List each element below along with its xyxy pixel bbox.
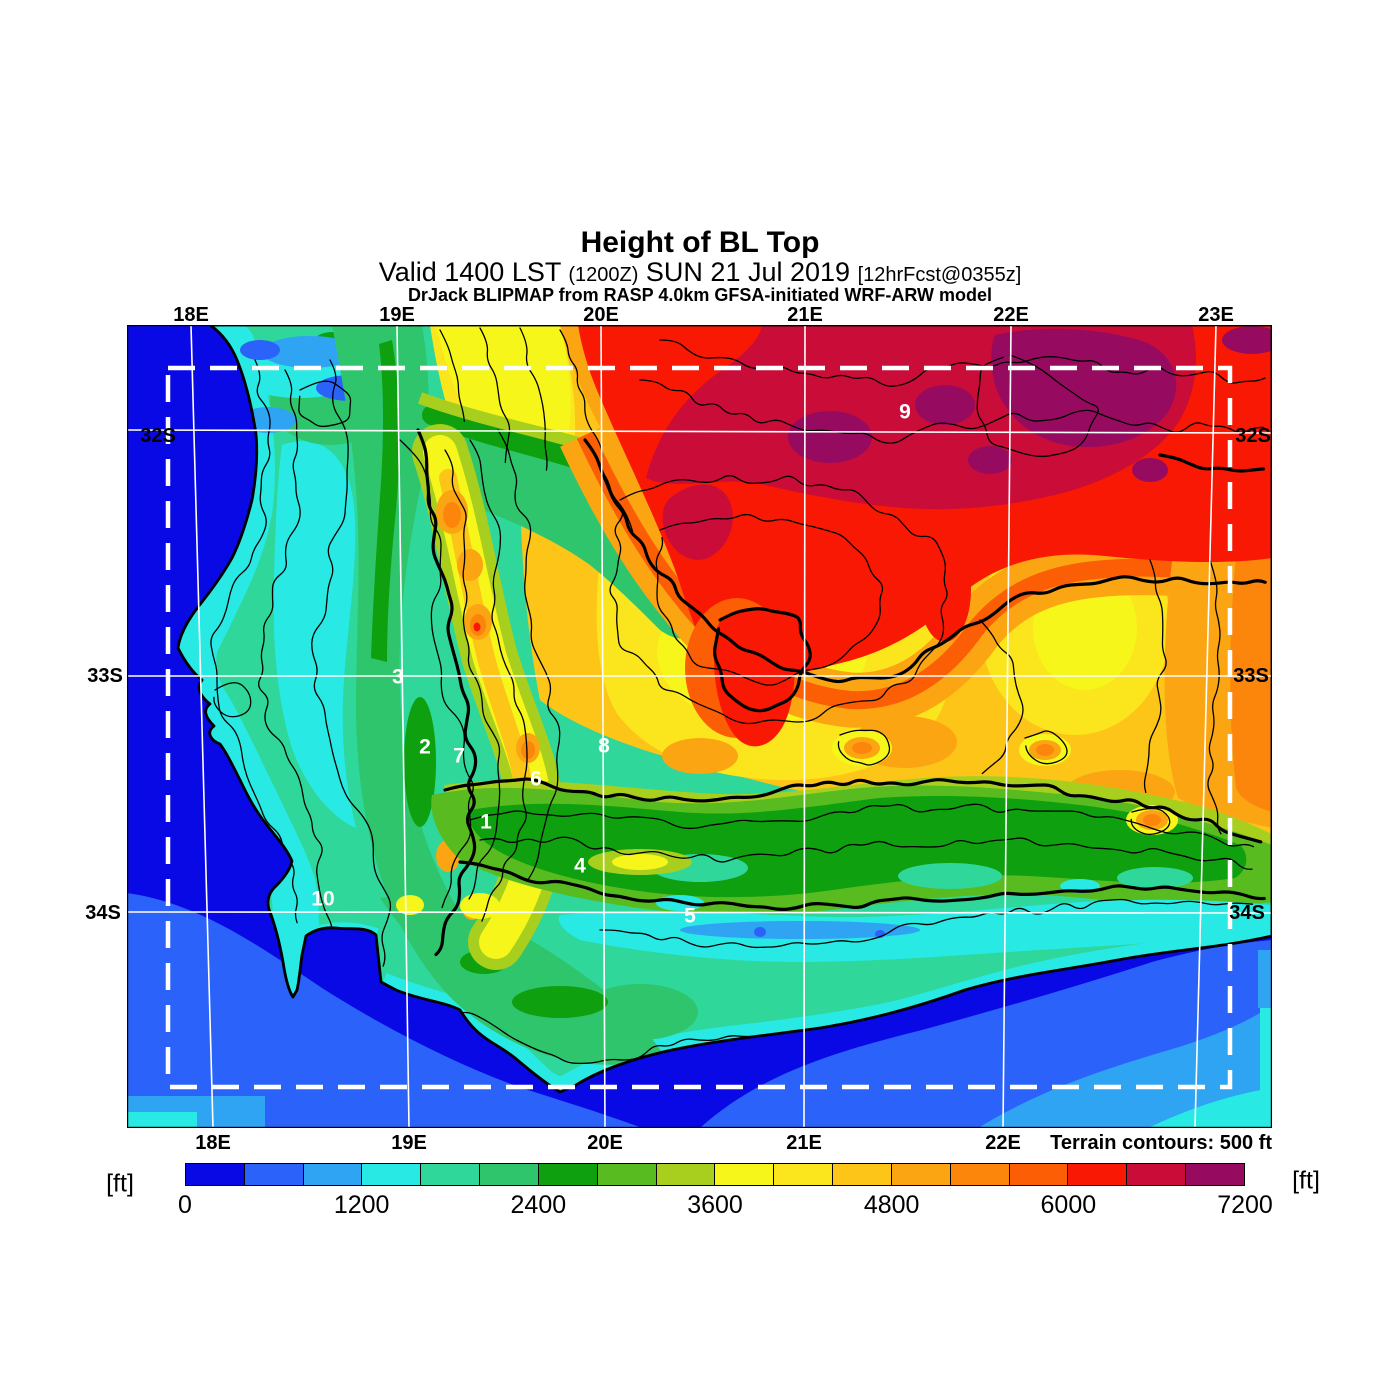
colorbar-tick-7200: 7200 <box>1217 1191 1273 1219</box>
colorbar-tick-labels: 0 1200 2400 3600 4800 6000 7200 <box>178 1191 1273 1223</box>
lat-label-left-33S: 33S <box>87 665 123 687</box>
colorbar-segment-8 <box>655 1164 715 1185</box>
site-marker-4: 4 <box>574 854 586 878</box>
ocean-cyan-corner <box>1148 1088 1272 1128</box>
unit-label-left: [ft] <box>106 1169 134 1198</box>
domain-boundary-box <box>165 365 1233 1090</box>
colorbar-segment-10 <box>773 1164 833 1185</box>
colorbar-segment-5 <box>479 1164 538 1185</box>
colorbar-segment-7 <box>596 1164 656 1185</box>
bl-top-map <box>127 325 1272 1128</box>
colorbar-segment-17 <box>1185 1164 1244 1185</box>
valid-prefix: Valid 1400 LST <box>378 257 561 287</box>
graticule <box>127 325 1272 1128</box>
colorbar-segment-14 <box>1008 1164 1068 1185</box>
lat-label-right-34S: 34S <box>1229 902 1265 924</box>
ocean-shade-light <box>978 1005 1272 1128</box>
lon-label-top-21E: 21E <box>787 304 823 326</box>
forecast-tag: [12hrFcst@0355z] <box>857 264 1022 286</box>
site-marker-7: 7 <box>453 744 465 768</box>
lon-label-bottom-21E: 21E <box>786 1132 822 1154</box>
site-marker-1: 1 <box>480 810 492 834</box>
colorbar-segment-13 <box>949 1164 1009 1185</box>
colorbar-segment-4 <box>420 1164 480 1185</box>
colorbar-segment-11 <box>832 1164 891 1185</box>
site-marker-3: 3 <box>392 665 404 689</box>
colorbar-segment-3 <box>361 1164 421 1185</box>
lon-label-bottom-20E: 20E <box>587 1132 623 1154</box>
lon-label-top-20E: 20E <box>583 304 619 326</box>
lon-label-bottom-22E: 22E <box>985 1132 1021 1154</box>
lon-label-top-23E: 23E <box>1198 304 1234 326</box>
site-marker-2: 2 <box>419 735 431 759</box>
terrain-contours <box>210 327 1267 1065</box>
colorbar-segment-0 <box>186 1164 244 1185</box>
height-colorbar <box>185 1163 1245 1186</box>
lat-label-right-33S: 33S <box>1233 665 1269 687</box>
unit-label-right: [ft] <box>1292 1166 1320 1195</box>
colorbar-segment-16 <box>1126 1164 1186 1185</box>
colorbar-tick-0: 0 <box>178 1191 192 1219</box>
site-marker-8: 8 <box>598 734 610 758</box>
lat-label-left-32S: 32S <box>140 425 176 447</box>
colorbar-segment-2 <box>302 1164 362 1185</box>
colorbar-segment-9 <box>714 1164 774 1185</box>
model-info-line: DrJack BLIPMAP from RASP 4.0km GFSA-init… <box>407 285 993 305</box>
colorbar-segment-12 <box>890 1164 950 1185</box>
site-marker-6: 6 <box>530 767 542 791</box>
lon-label-bottom-19E: 19E <box>391 1132 427 1154</box>
colorbar-tick-3600: 3600 <box>687 1191 743 1219</box>
lon-label-bottom-18E: 18E <box>195 1132 231 1154</box>
site-marker-10: 10 <box>311 887 335 911</box>
site-marker-9: 9 <box>899 400 911 424</box>
valid-date: SUN 21 Jul 2019 <box>645 257 851 287</box>
colorbar-segment-15 <box>1067 1164 1127 1185</box>
lat-label-left-34S: 34S <box>85 902 121 924</box>
colorbar-tick-2400: 2400 <box>510 1191 567 1219</box>
lat-label-right-32S: 32S <box>1235 425 1271 447</box>
lon-label-top-19E: 19E <box>379 304 415 326</box>
colorbar-segment-1 <box>243 1164 303 1185</box>
site-marker-5: 5 <box>684 904 696 928</box>
ocean-shade-sw <box>127 893 642 1128</box>
valid-time-line: Valid 1400 LST (1200Z) SUN 21 Jul 2019 [… <box>0 257 1400 288</box>
colorbar-tick-6000: 6000 <box>1040 1191 1097 1219</box>
valid-zulu-time: (1200Z) <box>568 264 639 286</box>
lon-label-top-18E: 18E <box>173 304 209 326</box>
map-frame <box>127 325 1272 1128</box>
colorbar-tick-4800: 4800 <box>863 1191 920 1219</box>
lon-label-top-22E: 22E <box>993 304 1029 326</box>
colorbar-tick-1200: 1200 <box>333 1191 390 1219</box>
colorbar-segment-6 <box>537 1164 597 1185</box>
page-title: Height of BL Top <box>580 226 820 259</box>
terrain-contours-note: Terrain contours: 500 ft <box>1050 1132 1272 1154</box>
